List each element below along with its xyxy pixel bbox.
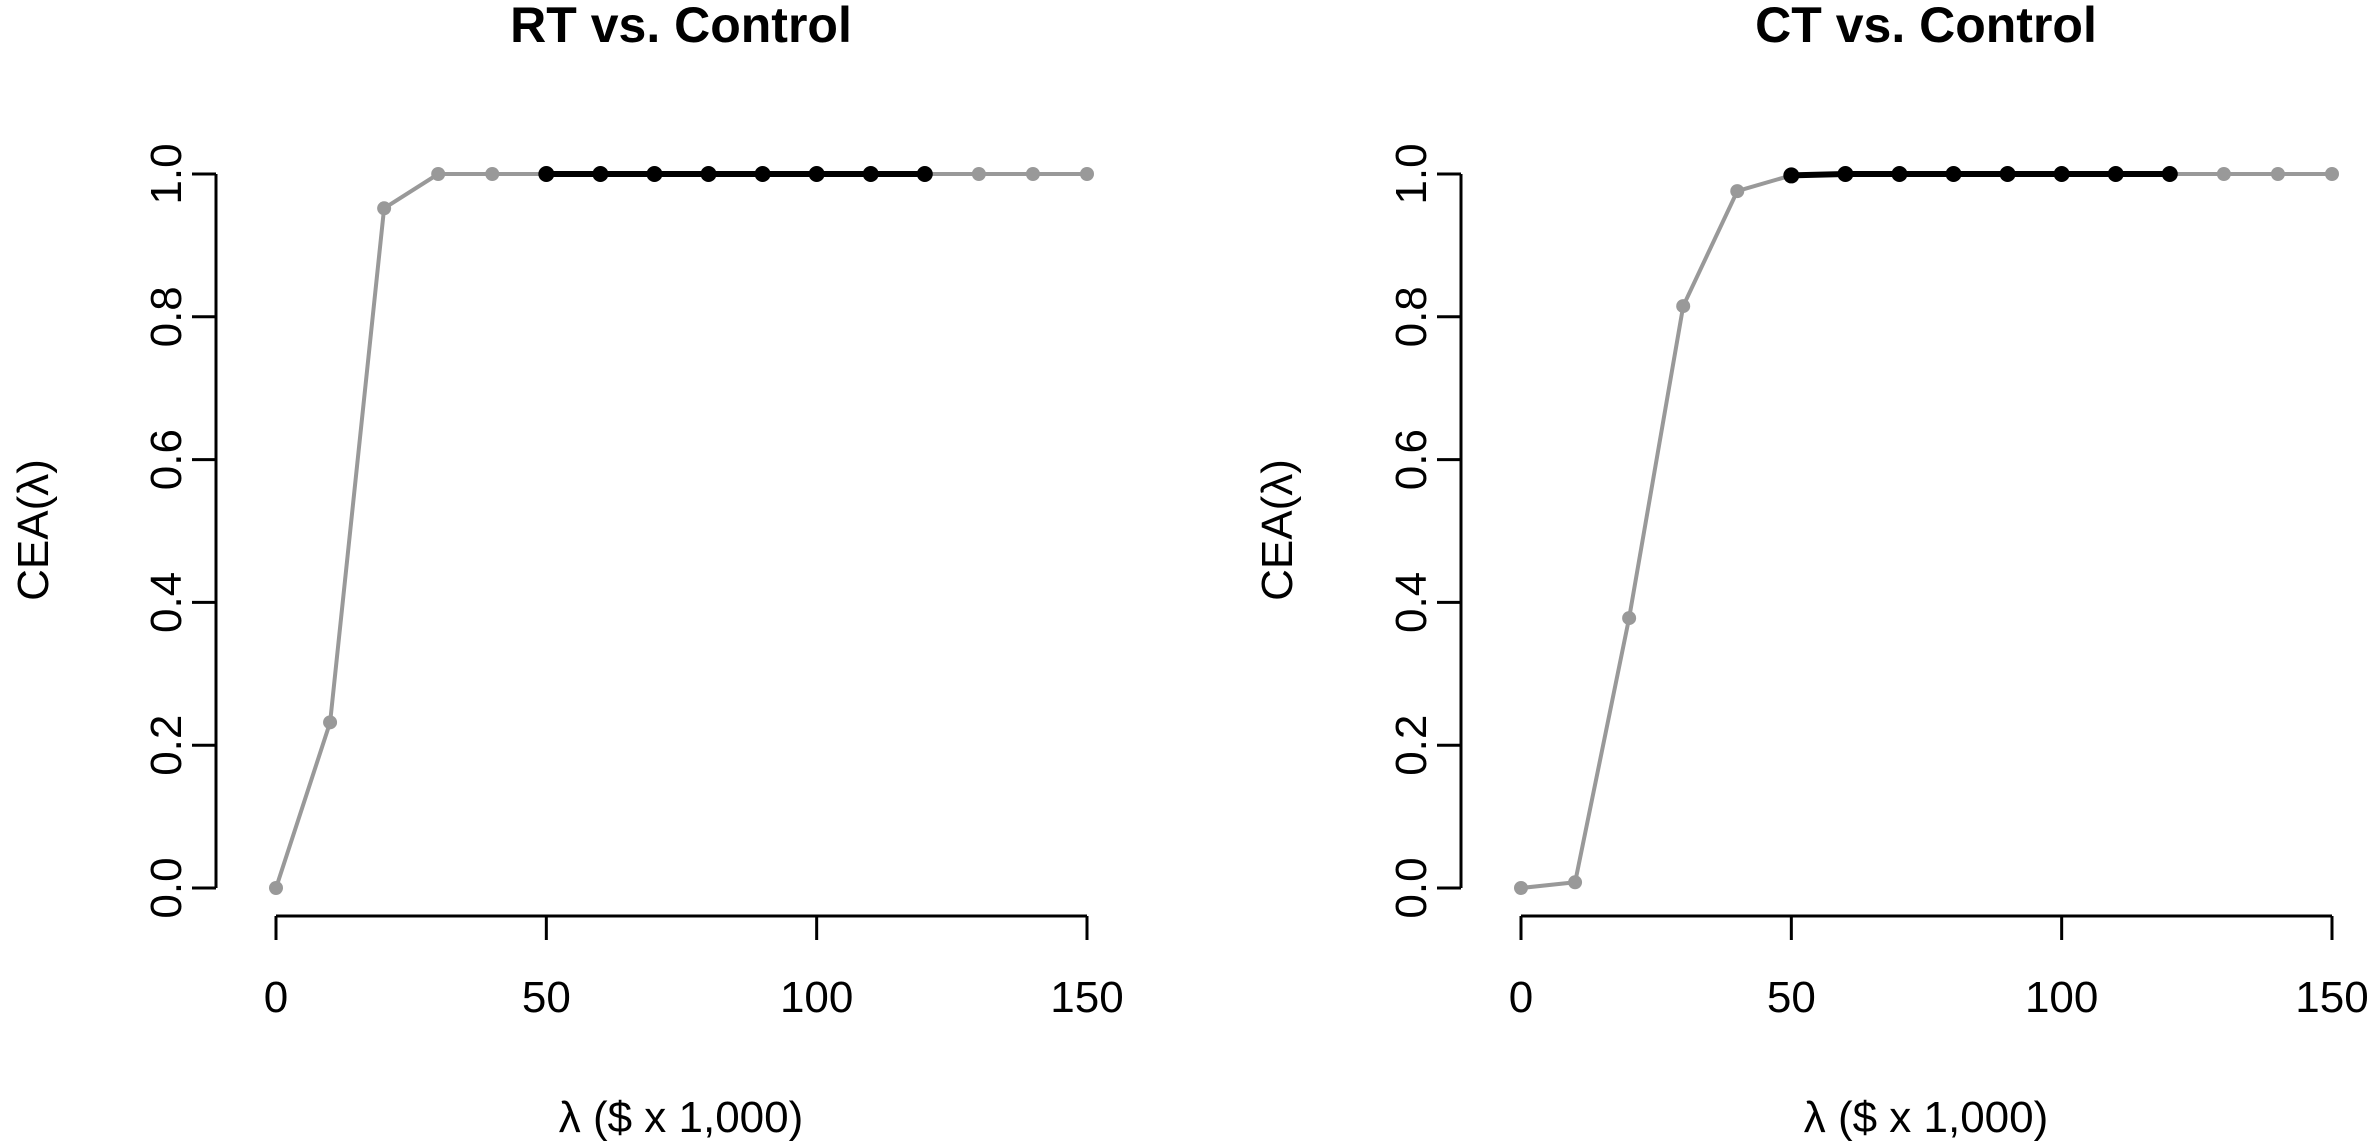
y-tick-label: 1.0	[1387, 143, 1436, 204]
data-point	[1080, 167, 1094, 181]
x-tick-label: 150	[2295, 973, 2368, 1022]
data-point	[377, 201, 392, 216]
chart-panel-ct-vs-control: CT vs. Control CEA(λ) λ ($ x 1,000) 0 50 1…	[1253, 0, 2369, 1142]
data-point	[1837, 166, 1854, 182]
chart-panel-rt-vs-control: RT vs. Control CEA(λ) λ ($ x 1,000) 0 50 1…	[9, 0, 1124, 1142]
x-tick-label: 50	[1767, 973, 1816, 1022]
x-tick-label: 100	[780, 973, 853, 1022]
data-point	[323, 715, 338, 730]
y-ticks: 0.0 0.2 0.4 0.6 0.8 1.0	[142, 143, 216, 919]
y-axis-label: CEA(λ)	[1253, 459, 1302, 601]
data-point	[2107, 166, 2124, 182]
x-tick-label: 0	[264, 973, 288, 1022]
data-point	[700, 166, 717, 182]
data-point	[1025, 167, 1040, 181]
series-line-1	[1791, 171, 2170, 179]
data-point	[971, 167, 986, 181]
data-point	[538, 166, 555, 182]
data-point	[2053, 166, 2070, 182]
data-point	[431, 167, 446, 181]
data-point	[646, 166, 663, 182]
y-tick-label: 0.8	[142, 286, 191, 347]
data-point	[1622, 611, 1637, 626]
series-layer	[1514, 166, 2339, 895]
x-tick-label: 100	[2025, 973, 2098, 1022]
y-ticks: 0.0 0.2 0.4 0.6 0.8 1.0	[1387, 143, 1461, 919]
x-axis-label: λ ($ x 1,000)	[559, 1093, 804, 1142]
data-point	[1891, 166, 1908, 182]
data-point	[2161, 166, 2178, 182]
x-axis-label: λ ($ x 1,000)	[1804, 1093, 2049, 1142]
x-tick-label: 0	[1509, 973, 1533, 1022]
y-tick-label: 0.0	[142, 857, 191, 918]
y-tick-label: 0.2	[1387, 715, 1436, 776]
y-tick-label: 0.6	[1387, 429, 1436, 490]
y-tick-label: 0.4	[142, 572, 191, 633]
chart-title: RT vs. Control	[510, 0, 852, 53]
x-tick-label: 50	[522, 973, 571, 1022]
data-point	[1730, 184, 1745, 199]
data-point	[485, 167, 500, 181]
data-point	[754, 166, 771, 182]
data-point	[269, 881, 283, 895]
y-tick-label: 0.2	[142, 715, 191, 776]
data-point	[916, 166, 933, 182]
data-point	[2216, 167, 2231, 181]
data-point	[1676, 299, 1691, 314]
y-tick-label: 0.8	[1387, 286, 1436, 347]
data-point	[2325, 167, 2339, 181]
y-tick-label: 0.4	[1387, 572, 1436, 633]
chart-title: CT vs. Control	[1755, 0, 2097, 53]
data-point	[862, 166, 879, 182]
x-tick-label: 150	[1050, 973, 1123, 1022]
data-point	[1514, 881, 1528, 895]
x-ticks: 0 50 100 150	[1509, 916, 2369, 1022]
series-line-0	[1520, 172, 2332, 890]
data-point	[808, 166, 825, 182]
y-axis-label: CEA(λ)	[9, 459, 58, 601]
series-line-0	[274, 172, 1087, 889]
data-point	[2270, 167, 2285, 181]
x-ticks: 0 50 100 150	[264, 916, 1124, 1022]
data-point	[1568, 875, 1583, 890]
y-tick-label: 0.6	[142, 429, 191, 490]
y-tick-label: 0.0	[1387, 857, 1436, 918]
data-point	[1999, 166, 2016, 182]
data-point	[1945, 166, 1962, 182]
data-point	[592, 166, 609, 182]
y-tick-label: 1.0	[142, 143, 191, 204]
series-layer	[269, 166, 1094, 895]
data-point	[1783, 167, 1800, 184]
